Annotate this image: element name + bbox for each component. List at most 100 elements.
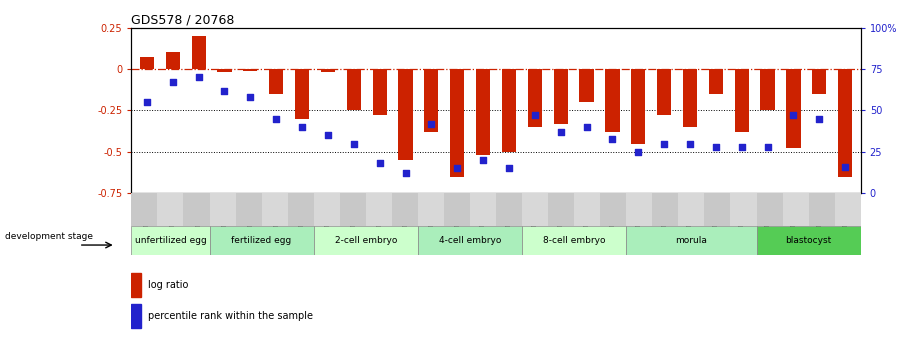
Bar (708, 69, 723, 94)
Point (140, 99, 154, 105)
Bar (626, 226, 757, 255)
Bar (834, 193, 861, 226)
Bar (631, 69, 645, 144)
Text: 2-cell embryo: 2-cell embryo (334, 236, 397, 245)
Bar (683, 69, 697, 127)
Bar (217, 69, 232, 72)
Bar (424, 69, 439, 132)
Text: development stage: development stage (5, 232, 93, 241)
Point (166, 79, 180, 85)
Bar (757, 193, 783, 226)
Bar (783, 193, 808, 226)
Bar (313, 193, 340, 226)
Bar (808, 193, 834, 226)
Text: 4-cell embryo: 4-cell embryo (439, 236, 501, 245)
Point (399, 170, 413, 176)
Bar (786, 69, 801, 148)
Bar (243, 69, 257, 71)
Point (527, 112, 542, 118)
Point (708, 144, 723, 150)
Text: log ratio: log ratio (148, 280, 188, 290)
Bar (262, 193, 287, 226)
Bar (580, 69, 593, 102)
Bar (418, 193, 444, 226)
Bar (313, 226, 418, 255)
Bar (166, 52, 180, 69)
Bar (502, 69, 516, 152)
Bar (838, 69, 853, 177)
Bar (340, 193, 366, 226)
Bar (522, 193, 548, 226)
Point (424, 121, 439, 126)
Point (450, 166, 465, 171)
Point (812, 116, 826, 121)
Bar (548, 193, 574, 226)
Bar (209, 193, 236, 226)
Bar (366, 193, 391, 226)
Bar (527, 69, 542, 127)
Bar (236, 193, 262, 226)
Text: fertilized egg: fertilized egg (231, 236, 292, 245)
Point (554, 129, 568, 135)
Bar (760, 69, 775, 110)
Point (683, 141, 698, 146)
Bar (705, 193, 730, 226)
Bar (574, 193, 600, 226)
Point (269, 116, 284, 121)
Bar (652, 193, 679, 226)
Point (579, 124, 593, 130)
Bar (140, 57, 154, 69)
Bar (183, 193, 209, 226)
Bar (131, 226, 209, 255)
Bar (730, 193, 757, 226)
Point (760, 144, 775, 150)
Bar (554, 69, 568, 124)
Bar (444, 193, 470, 226)
Bar (476, 69, 490, 155)
Point (502, 166, 516, 171)
Bar (605, 69, 620, 132)
Point (191, 75, 206, 80)
Bar (735, 69, 749, 132)
Bar (158, 193, 183, 226)
Text: blastocyst: blastocyst (786, 236, 832, 245)
Bar (131, 305, 141, 328)
Text: morula: morula (676, 236, 708, 245)
Point (735, 144, 749, 150)
Bar (191, 36, 206, 69)
Point (294, 124, 309, 130)
Text: GDS578 / 20768: GDS578 / 20768 (131, 13, 235, 27)
Bar (600, 193, 626, 226)
Point (657, 141, 671, 146)
Bar (209, 226, 313, 255)
Text: unfertilized egg: unfertilized egg (135, 236, 207, 245)
Point (321, 132, 335, 138)
Bar (287, 193, 313, 226)
Bar (812, 69, 826, 94)
Bar (372, 69, 387, 115)
Point (217, 88, 232, 93)
Point (605, 136, 620, 141)
Bar (679, 193, 705, 226)
Point (372, 161, 387, 166)
Text: percentile rank within the sample: percentile rank within the sample (148, 311, 313, 321)
Bar (496, 193, 522, 226)
Bar (522, 226, 626, 255)
Bar (626, 193, 652, 226)
Bar (418, 226, 522, 255)
Bar (295, 69, 309, 119)
Point (838, 164, 853, 169)
Point (346, 141, 361, 146)
Bar (470, 193, 496, 226)
Bar (657, 69, 671, 115)
Point (786, 112, 801, 118)
Bar (450, 69, 465, 177)
Bar (321, 69, 335, 72)
Bar (347, 69, 361, 110)
Bar (757, 226, 861, 255)
Bar (269, 69, 284, 94)
Bar (131, 193, 158, 226)
Bar (399, 69, 412, 160)
Bar (391, 193, 418, 226)
Bar (131, 274, 141, 297)
